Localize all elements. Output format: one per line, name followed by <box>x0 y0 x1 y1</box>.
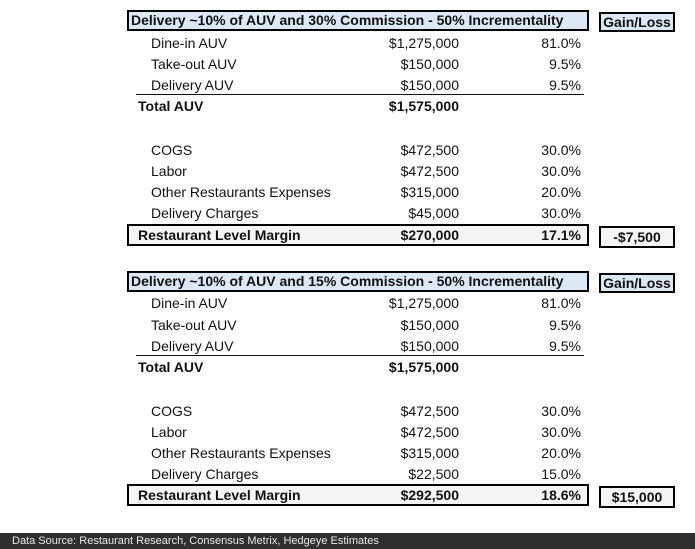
total-label: Total AUV <box>138 98 204 114</box>
gain-loss-value: -$7,500 <box>599 226 675 248</box>
total-amount: $1,575,000 <box>388 359 459 375</box>
margin-amount: $292,500 <box>400 487 459 503</box>
row-amount: $472,500 <box>400 403 459 419</box>
total-divider <box>136 94 584 95</box>
table-row: Dine-in AUV $1,275,000 81.0% <box>0 293 695 313</box>
row-amount: $472,500 <box>400 424 459 440</box>
row-amount: $150,000 <box>400 56 459 72</box>
row-percent: 30.0% <box>541 142 581 158</box>
row-percent: 9.5% <box>549 338 581 354</box>
row-amount: $472,500 <box>400 163 459 179</box>
margin-row-box <box>127 484 589 506</box>
row-label: COGS <box>151 142 193 158</box>
gain-loss-header: Gain/Loss <box>599 12 675 32</box>
row-percent: 9.5% <box>549 317 581 333</box>
table-row: Other Restaurants Expenses $315,000 20.0… <box>0 182 695 202</box>
row-label: Delivery AUV <box>151 338 234 354</box>
row-percent: 30.0% <box>541 163 581 179</box>
table-title: Delivery ~10% of AUV and 30% Commission … <box>127 10 589 31</box>
table-row: Delivery AUV $150,000 9.5% <box>0 75 695 95</box>
row-label: COGS <box>151 403 193 419</box>
row-amount: $45,000 <box>408 205 459 221</box>
table-row: Delivery AUV $150,000 9.5% <box>0 336 695 356</box>
row-label: Dine-in AUV <box>151 295 228 311</box>
row-percent: 9.5% <box>549 77 581 93</box>
row-percent: 81.0% <box>541 295 581 311</box>
row-amount: $1,275,000 <box>388 295 459 311</box>
total-row: Total AUV $1,575,000 <box>0 357 695 377</box>
row-label: Dine-in AUV <box>151 35 228 51</box>
table-row: COGS $472,500 30.0% <box>0 140 695 160</box>
row-label: Delivery Charges <box>151 205 259 221</box>
total-divider <box>136 355 584 356</box>
margin-row: Restaurant Level Margin $292,500 18.6% <box>0 485 695 505</box>
row-percent: 20.0% <box>541 445 581 461</box>
row-label: Labor <box>151 163 187 179</box>
margin-row: Restaurant Level Margin $270,000 17.1% <box>0 225 695 245</box>
row-amount: $150,000 <box>400 338 459 354</box>
table-row: COGS $472,500 30.0% <box>0 401 695 421</box>
row-percent: 81.0% <box>541 35 581 51</box>
table-row: Delivery Charges $22,500 15.0% <box>0 464 695 484</box>
row-percent: 30.0% <box>541 205 581 221</box>
row-label: Other Restaurants Expenses <box>151 184 331 200</box>
margin-percent: 18.6% <box>541 487 581 503</box>
table-row: Take-out AUV $150,000 9.5% <box>0 315 695 335</box>
table-row: Take-out AUV $150,000 9.5% <box>0 54 695 74</box>
row-percent: 30.0% <box>541 424 581 440</box>
table-row: Dine-in AUV $1,275,000 81.0% <box>0 33 695 53</box>
row-label: Delivery Charges <box>151 466 259 482</box>
margin-label: Restaurant Level Margin <box>138 487 301 503</box>
data-source-footer: Data Source: Restaurant Research, Consen… <box>0 533 695 549</box>
row-amount: $472,500 <box>400 142 459 158</box>
row-label: Take-out AUV <box>151 317 237 333</box>
table-row: Labor $472,500 30.0% <box>0 422 695 442</box>
row-label: Take-out AUV <box>151 56 237 72</box>
row-percent: 15.0% <box>541 466 581 482</box>
row-percent: 30.0% <box>541 403 581 419</box>
table-row: Delivery Charges $45,000 30.0% <box>0 203 695 223</box>
gain-loss-header: Gain/Loss <box>599 273 675 293</box>
margin-amount: $270,000 <box>400 227 459 243</box>
row-amount: $315,000 <box>400 184 459 200</box>
gain-loss-value: $15,000 <box>599 486 675 508</box>
row-label: Delivery AUV <box>151 77 234 93</box>
table-row: Labor $472,500 30.0% <box>0 161 695 181</box>
table-title: Delivery ~10% of AUV and 15% Commission … <box>127 271 589 292</box>
margin-row-box <box>127 224 589 246</box>
total-row: Total AUV $1,575,000 <box>0 96 695 116</box>
row-amount: $150,000 <box>400 77 459 93</box>
row-label: Labor <box>151 424 187 440</box>
table-row: Other Restaurants Expenses $315,000 20.0… <box>0 443 695 463</box>
row-amount: $22,500 <box>408 466 459 482</box>
row-amount: $315,000 <box>400 445 459 461</box>
margin-label: Restaurant Level Margin <box>138 227 301 243</box>
total-amount: $1,575,000 <box>388 98 459 114</box>
row-amount: $150,000 <box>400 317 459 333</box>
row-amount: $1,275,000 <box>388 35 459 51</box>
row-label: Other Restaurants Expenses <box>151 445 331 461</box>
row-percent: 20.0% <box>541 184 581 200</box>
margin-percent: 17.1% <box>541 227 581 243</box>
total-label: Total AUV <box>138 359 204 375</box>
row-percent: 9.5% <box>549 56 581 72</box>
